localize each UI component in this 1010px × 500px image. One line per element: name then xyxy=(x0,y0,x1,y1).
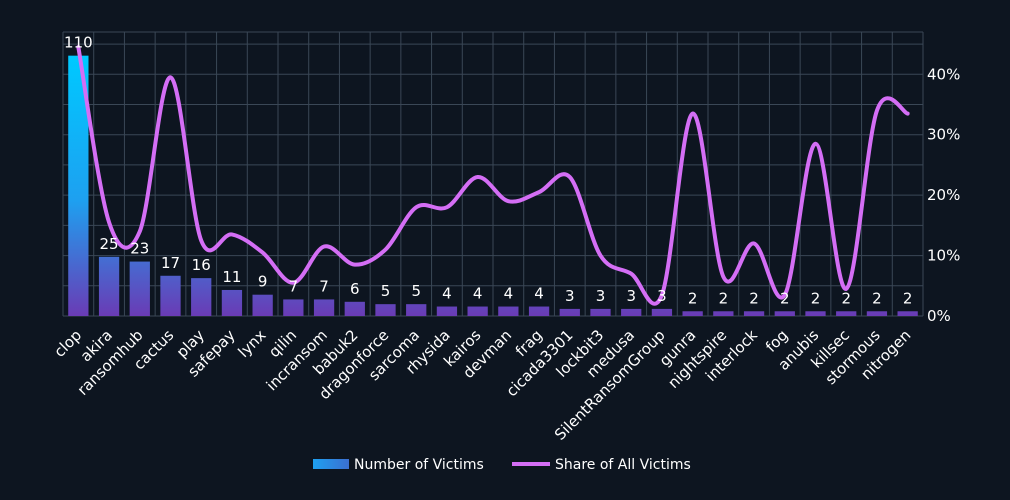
legend-swatch-bars xyxy=(313,459,349,469)
line-series xyxy=(76,45,910,306)
legend: Number of Victims Share of All Victims xyxy=(313,457,691,473)
share-line xyxy=(76,45,910,306)
data-label: 2 xyxy=(811,289,821,307)
data-label: 2 xyxy=(903,289,913,307)
y-tick-label: 20% xyxy=(927,186,960,204)
y-tick-label: 0% xyxy=(927,307,951,325)
bar xyxy=(344,301,365,316)
bar xyxy=(743,311,765,316)
bar xyxy=(160,275,181,316)
bar xyxy=(467,306,488,316)
data-label: 2 xyxy=(719,289,729,307)
data-label: 4 xyxy=(442,285,452,303)
y-tick-label: 10% xyxy=(927,247,960,265)
bar xyxy=(191,278,212,316)
bar xyxy=(406,304,427,316)
data-label: 4 xyxy=(534,285,544,303)
legend-label-line: Share of All Victims xyxy=(555,457,691,473)
bar xyxy=(836,311,857,316)
y-tick-label: 40% xyxy=(927,65,960,83)
data-label: 5 xyxy=(411,282,421,300)
bar xyxy=(221,289,243,316)
bar-series xyxy=(68,55,918,317)
bar xyxy=(436,306,458,316)
bar xyxy=(375,304,396,316)
data-label: 4 xyxy=(473,285,483,303)
data-label: 2 xyxy=(841,289,851,307)
bar xyxy=(897,311,918,316)
bar xyxy=(866,311,888,316)
data-label: 7 xyxy=(289,277,299,295)
data-label: 3 xyxy=(626,287,636,305)
category-labels: clopakiraransomhubcactusplaysafepaylynxq… xyxy=(50,326,914,444)
bar xyxy=(98,256,120,316)
bar xyxy=(651,308,673,316)
bar xyxy=(528,306,550,316)
data-label: 2 xyxy=(749,289,759,307)
right-axis-ticks: 0% 10% 20% 30% 40% xyxy=(927,65,960,325)
data-label: 23 xyxy=(130,240,149,258)
data-label: 25 xyxy=(100,235,119,253)
bar xyxy=(590,308,611,316)
data-label: 16 xyxy=(192,256,211,274)
data-label: 9 xyxy=(258,273,268,291)
y-tick-label: 30% xyxy=(927,126,960,144)
data-label: 17 xyxy=(161,254,180,272)
bar xyxy=(621,308,642,316)
bar xyxy=(682,311,703,316)
bar xyxy=(68,55,89,317)
data-label: 5 xyxy=(381,282,391,300)
data-label: 2 xyxy=(872,289,882,307)
data-label: 4 xyxy=(504,285,514,303)
data-label: 3 xyxy=(596,287,606,305)
bar xyxy=(774,311,795,316)
data-labels: 110 25 23 17 16 11 9 7 7 6 5 5 4 4 4 4 3 3 3 3 2 2 2 2 2 2 2 2 xyxy=(64,34,912,308)
data-label: 6 xyxy=(350,280,360,298)
bar xyxy=(252,294,273,316)
bar xyxy=(129,261,150,316)
data-label: 2 xyxy=(688,289,698,307)
category-label: lynx xyxy=(235,326,270,361)
data-label: 3 xyxy=(565,287,575,305)
bar xyxy=(498,306,519,316)
bar xyxy=(713,311,734,316)
data-label: 7 xyxy=(319,277,329,295)
data-label: 2 xyxy=(780,289,790,307)
legend-label-bars: Number of Victims xyxy=(354,457,484,473)
data-label: 3 xyxy=(657,287,667,305)
bar xyxy=(313,299,335,316)
bar xyxy=(559,308,580,316)
bar xyxy=(805,311,826,316)
data-label: 11 xyxy=(222,268,241,286)
data-label: 110 xyxy=(64,34,93,52)
bar xyxy=(283,299,304,316)
